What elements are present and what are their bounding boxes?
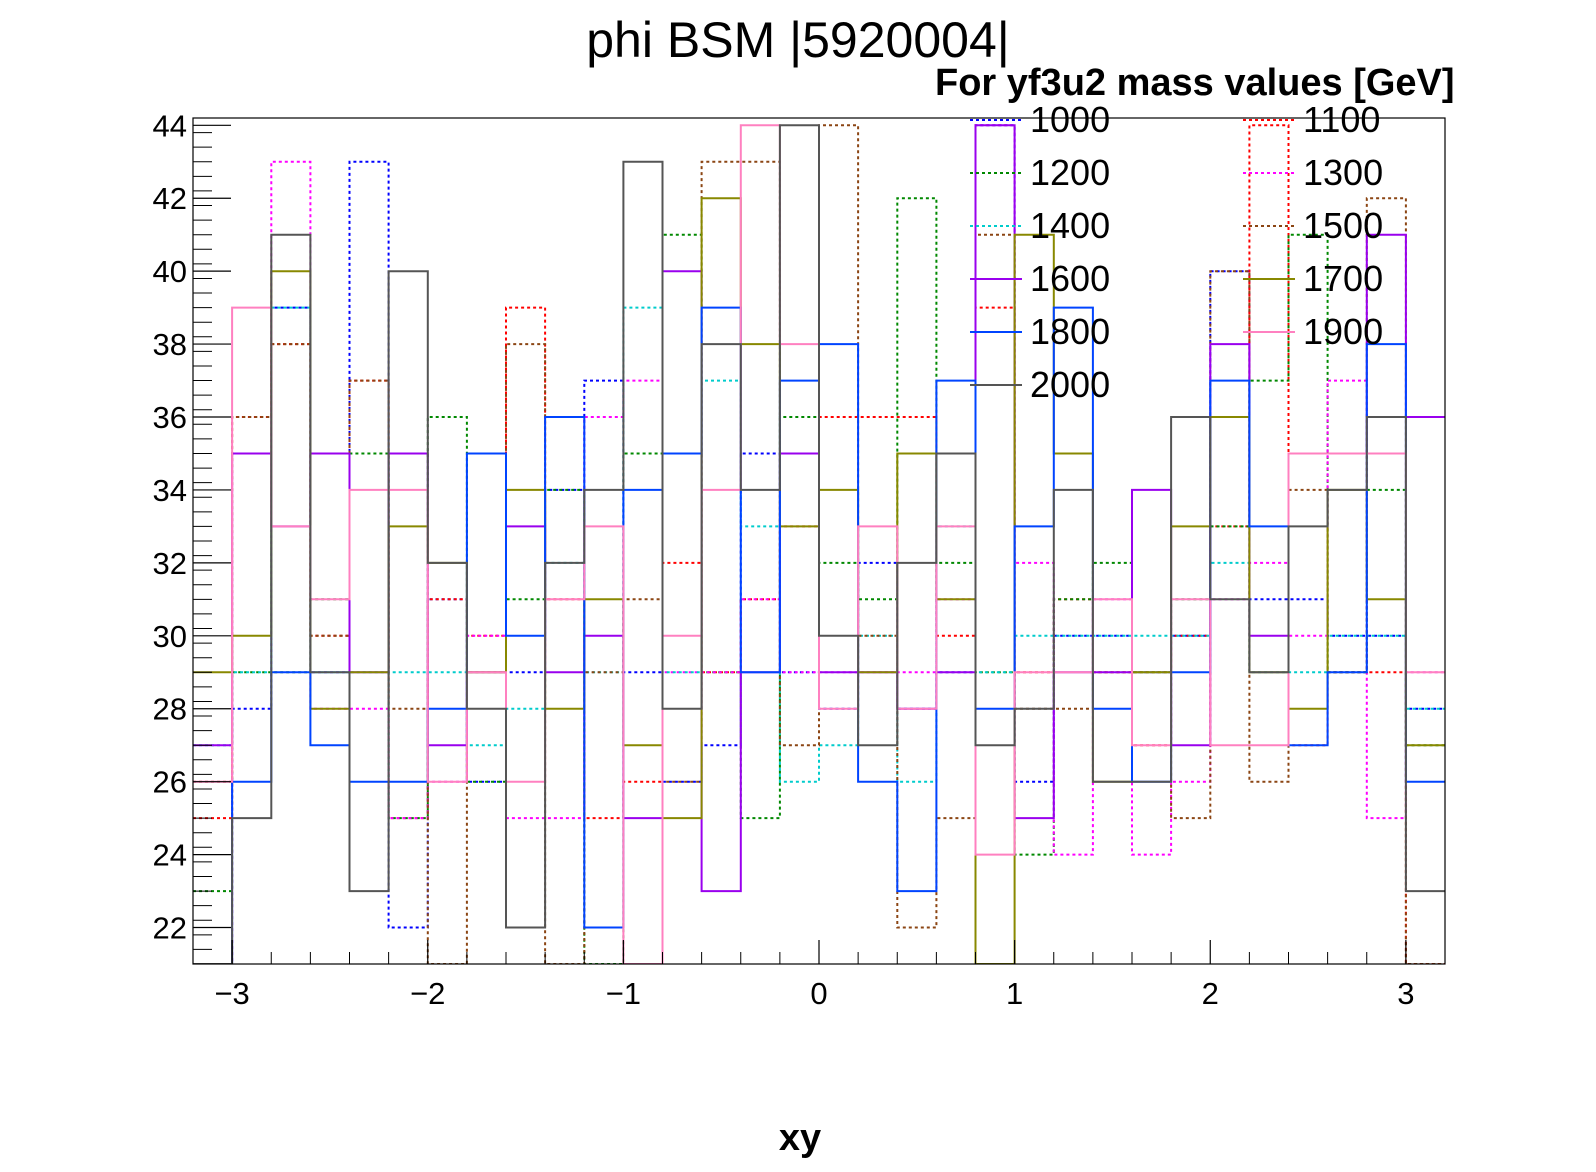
legend-label-1100: 1100 [1303, 99, 1380, 140]
y-tick-label: 34 [153, 473, 187, 508]
legend: For yf3u2 mass values [GeV] 1000 1100 1200… [935, 62, 1455, 405]
legend-label-1000: 1000 [1030, 99, 1110, 140]
y-tick-label: 30 [153, 619, 187, 654]
legend-label-2000: 2000 [1030, 364, 1110, 405]
legend-label-1900: 1900 [1303, 311, 1383, 352]
y-tick-label: 36 [153, 400, 187, 435]
x-tick-label: 3 [1397, 976, 1414, 1011]
series-layer [193, 124, 1445, 964]
x-tick-label: 2 [1202, 976, 1219, 1011]
y-tick-label: 26 [153, 765, 187, 800]
chart-title: phi BSM |5920004| [586, 12, 1010, 68]
legend-label-1200: 1200 [1030, 152, 1110, 193]
x-tick-label: −3 [214, 976, 249, 1011]
axis-layer: −3 −2 −1 0 1 2 3 22 24 26 28 30 32 34 36 38 40 42 44 [153, 108, 1446, 1011]
y-tick-label: 44 [153, 108, 187, 143]
legend-label-1800: 1800 [1030, 311, 1110, 352]
y-tick-label: 24 [153, 838, 187, 873]
legend-label-1700: 1700 [1303, 258, 1383, 299]
y-tick-label: 38 [153, 327, 187, 362]
x-tick-label: −1 [606, 976, 641, 1011]
legend-label-1300: 1300 [1303, 152, 1383, 193]
series-line-1400 [193, 306, 1445, 783]
legend-title: For yf3u2 mass values [GeV] [935, 62, 1455, 104]
x-tick-label: −2 [410, 976, 445, 1011]
y-tick-label: 22 [153, 911, 187, 946]
y-tick-label: 28 [153, 692, 187, 727]
x-tick-label: 1 [1006, 976, 1023, 1011]
legend-label-1400: 1400 [1030, 205, 1110, 246]
y-tick-label: 40 [153, 254, 187, 289]
x-tick-label: 0 [810, 976, 827, 1011]
y-tick-label: 32 [153, 546, 187, 581]
legend-label-1600: 1600 [1030, 258, 1110, 299]
legend-label-1500: 1500 [1303, 205, 1383, 246]
y-tick-label: 42 [153, 181, 187, 216]
x-axis-label: xy [779, 1117, 821, 1159]
series-line-2000 [193, 124, 1445, 964]
